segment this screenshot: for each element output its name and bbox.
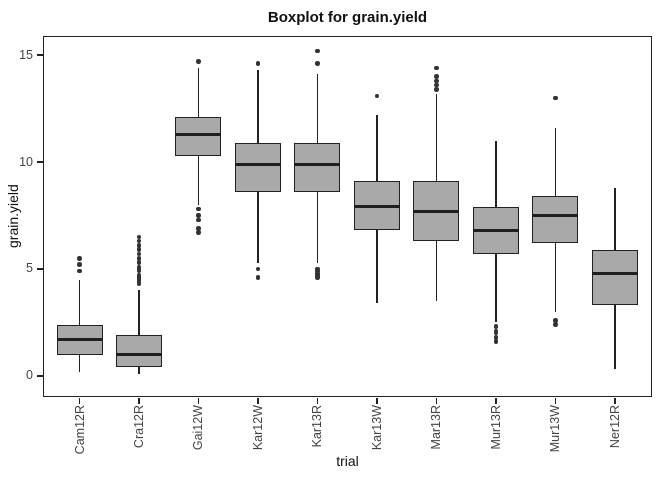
y-tick-label: 5 <box>26 261 33 276</box>
y-tick-mark <box>36 268 43 270</box>
boxplot-box-Kar12W <box>234 142 281 192</box>
boxplot-outlier <box>136 247 142 252</box>
boxplot-median <box>591 271 638 275</box>
x-tick-mark <box>138 397 140 404</box>
boxplot-outlier <box>493 324 499 329</box>
y-tick-label: 10 <box>19 154 33 169</box>
boxplot-outlier <box>136 234 142 240</box>
boxplot-outlier <box>315 48 320 54</box>
boxplot-outlier <box>77 256 82 261</box>
x-tick-mark <box>197 397 200 404</box>
boxplot-outlier <box>77 268 82 274</box>
boxplot-outlier <box>374 93 380 99</box>
boxplot-outlier <box>136 260 142 265</box>
x-tick-label: Mur13R <box>488 405 503 450</box>
x-tick-mark <box>614 397 616 404</box>
boxplot-median <box>234 162 281 166</box>
boxplot-median <box>294 162 341 166</box>
boxplot-outlier <box>255 275 261 280</box>
x-tick-mark <box>554 397 557 404</box>
boxplot-median <box>413 209 460 213</box>
boxplot-median <box>353 205 400 209</box>
x-tick-label: Kar13W <box>369 405 384 451</box>
boxplot-outlier <box>136 268 142 274</box>
y-tick-mark <box>36 375 43 377</box>
boxplot-median <box>532 214 579 218</box>
boxplot-outlier <box>434 87 439 92</box>
boxplot-median <box>115 353 162 357</box>
boxplot-outlier <box>136 273 142 278</box>
boxplot-outlier <box>196 226 201 231</box>
x-tick-mark <box>316 397 319 404</box>
boxplot-outlier <box>196 206 201 212</box>
boxplot-box-Gai12W <box>175 117 222 156</box>
boxplot-outlier <box>136 251 142 257</box>
boxplot-whisker <box>138 290 140 374</box>
x-tick-label: Cam12R <box>72 405 87 455</box>
x-axis-label: trial <box>336 453 359 469</box>
y-tick-label: 0 <box>26 368 33 383</box>
x-tick-mark <box>495 397 497 404</box>
x-tick-mark <box>257 397 259 404</box>
boxplot-outlier <box>255 61 261 66</box>
boxplot-median <box>472 229 519 232</box>
x-tick-mark <box>435 397 438 404</box>
boxplot-outlier <box>553 95 558 101</box>
boxplot-outlier <box>434 78 439 84</box>
x-tick-label: Mar13R <box>429 405 444 450</box>
boxplot-outlier <box>255 266 261 272</box>
boxplot-outlier <box>315 275 320 280</box>
x-tick-mark <box>78 397 81 404</box>
boxplot-outlier <box>136 238 142 244</box>
chart-title: Boxplot for grain.yield <box>267 9 428 26</box>
x-tick-label: Ner12R <box>607 405 622 449</box>
boxplot-box-Mur13W <box>532 196 579 244</box>
boxplot-outlier <box>77 262 82 267</box>
boxplot-outlier <box>553 322 558 327</box>
boxplot-outlier <box>136 256 142 261</box>
boxplot-outlier <box>493 330 499 336</box>
plot-area: 0 5 10 15 Cam12R Cra12R Gai12W Kar12W Kar13R Kar1… <box>19 36 652 454</box>
y-tick-label: 15 <box>19 47 33 62</box>
boxplot-outlier <box>493 339 499 344</box>
boxplot-median <box>56 338 103 342</box>
boxplot-median <box>175 132 222 136</box>
boxplot-outlier <box>196 59 201 64</box>
boxplot-box-Cra12R <box>115 335 162 368</box>
y-axis-label: grain.yield <box>5 184 21 249</box>
boxplot-outlier <box>434 74 439 79</box>
y-tick-mark <box>36 161 43 163</box>
boxplot-outlier <box>196 213 201 218</box>
x-tick-label: Gai12W <box>191 405 206 451</box>
boxplot-outlier <box>493 335 499 340</box>
x-tick-label: Kar13R <box>310 405 325 448</box>
x-tick-label: Mur13W <box>548 405 563 453</box>
x-tick-mark <box>376 397 378 404</box>
boxplot-outlier <box>434 82 439 88</box>
x-tick-label: Kar12W <box>250 405 265 451</box>
boxplot-box-Ner12R <box>591 249 638 306</box>
boxplot-outlier <box>136 264 142 270</box>
boxplot-outlier <box>136 243 142 248</box>
boxplot-outlier <box>434 65 439 71</box>
y-tick-mark <box>36 54 43 56</box>
boxplot-outlier <box>196 230 201 235</box>
boxplot-outlier <box>196 217 201 223</box>
boxplot-outlier <box>553 318 558 323</box>
x-tick-label: Cra12R <box>131 405 146 449</box>
boxplot-outlier <box>315 61 320 66</box>
boxplot-box-Kar13R <box>294 142 341 192</box>
